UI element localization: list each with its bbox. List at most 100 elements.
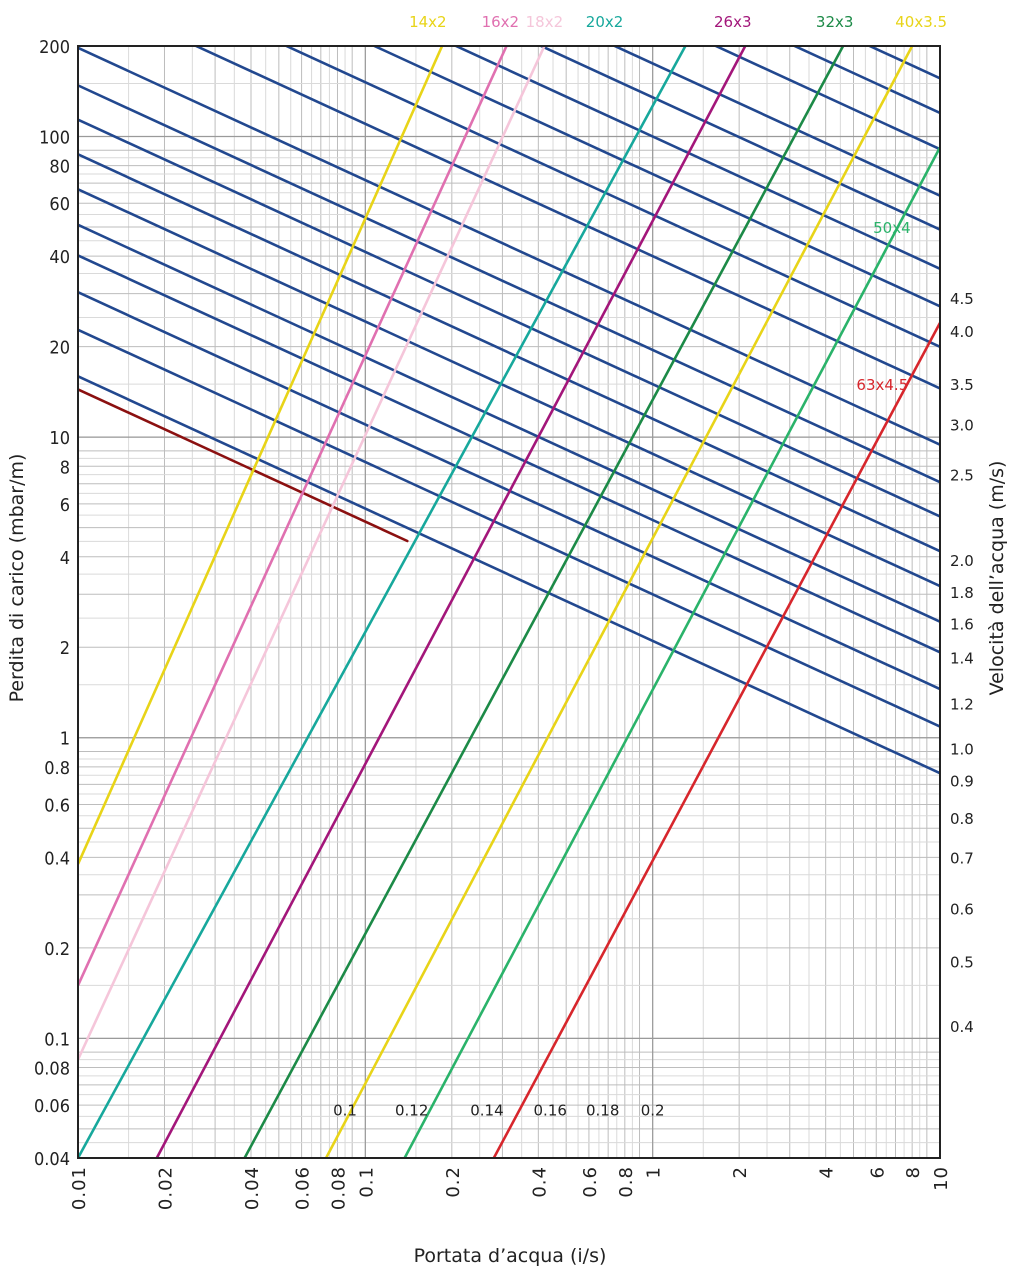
y-axis-title: Perdita di carico (mbar/m)	[6, 454, 28, 703]
y-tick-label: 0.06	[34, 1096, 70, 1117]
velocity-line	[452, 46, 940, 271]
velocity-inline-label: 0.1	[333, 1101, 357, 1119]
velocity-tick-label: 0.9	[950, 773, 974, 791]
series-line-14x2	[78, 46, 444, 865]
pipe-series-labels: 14x2 16x2 18x2 20x2 26x3 32x3 40x3.5 50x4 63x4.5	[409, 13, 947, 394]
velocity-bottom-labels: 0.1 0.12 0.14 0.16 0.18 0.2	[333, 1101, 664, 1119]
velocity-tick-label: 2.5	[950, 467, 974, 485]
x-tick-label: 0.04	[242, 1166, 263, 1210]
y-tick-label: 0.08	[34, 1059, 70, 1080]
velocity-line	[78, 118, 940, 518]
x-tick-label: 10	[931, 1166, 952, 1191]
series-label-20x2: 20x2	[586, 13, 624, 31]
velocity-inline-label: 0.12	[395, 1101, 428, 1119]
series-line-32x3	[243, 46, 845, 1158]
y-tick-label: 10	[49, 428, 70, 449]
y-tick-label: 4	[60, 548, 70, 569]
y-tick-label: 60	[49, 194, 70, 215]
x-axis-title: Portata d’acqua (i/s)	[414, 1245, 607, 1267]
velocity-line	[283, 46, 940, 349]
series-line-26x3	[155, 46, 747, 1158]
y-tick-label: 0.04	[34, 1149, 70, 1170]
series-label-14x2: 14x2	[409, 13, 447, 31]
x-tick-label: 6	[867, 1166, 888, 1178]
series-label-40x3.5: 40x3.5	[895, 13, 947, 31]
x-tick-label: 2	[730, 1166, 751, 1178]
x-tick-label: 0.02	[155, 1166, 176, 1210]
velocity-line	[78, 187, 940, 588]
velocity-tick-label: 1.8	[950, 584, 974, 602]
x-tick-labels: 0.01 0.02 0.04 0.06 0.08 0.1 0.2 0.4 0.6 0.8 1 2 4 6 8…	[69, 1166, 952, 1210]
velocity-tick-label: 0.6	[950, 901, 974, 919]
series-line-20x2	[78, 46, 687, 1158]
major-grid	[78, 46, 940, 1158]
velocity-line	[538, 46, 940, 231]
velocity-inline-label: 0.2	[641, 1101, 665, 1119]
y-tick-label: 0.4	[44, 848, 70, 869]
velocity-tick-label: 0.4	[950, 1018, 974, 1036]
velocity-line	[78, 46, 940, 446]
x-tick-label: 0.06	[293, 1166, 314, 1210]
y-tick-label: 6	[60, 495, 70, 516]
y-tick-label: 20	[49, 338, 70, 359]
velocity-tick-label: 0.7	[950, 849, 974, 867]
velocity-tick-label: 1.4	[950, 649, 974, 667]
y-tick-label: 0.1	[44, 1029, 70, 1050]
velocity-line	[78, 0, 940, 7]
y-tick-label: 0.6	[44, 795, 70, 816]
y-tick-label: 8	[60, 457, 70, 478]
y-tick-label: 1	[60, 729, 70, 750]
velocity-inline-label: 0.16	[534, 1101, 567, 1119]
velocity-line	[78, 153, 940, 553]
velocity-line	[866, 46, 940, 80]
x-tick-label: 0.08	[328, 1166, 349, 1210]
series-line-63x4.5	[492, 322, 940, 1158]
velocity-tick-label: 0.5	[950, 954, 974, 972]
x-tick-label: 0.8	[616, 1166, 637, 1198]
y-tick-label: 0.2	[44, 939, 70, 960]
velocity-tick-label: 1.0	[950, 741, 974, 759]
y2-axis-title: Velocità dell’acqua (m/s)	[986, 461, 1008, 696]
velocity-lines	[78, 0, 940, 775]
series-label-16x2: 16x2	[482, 13, 520, 31]
velocity-tick-label: 3.5	[950, 376, 974, 394]
plot-frame	[77, 45, 941, 1159]
velocity-tick-label: 4.5	[950, 290, 974, 308]
velocity-line	[611, 46, 940, 198]
series-label-63x4.5: 63x4.5	[856, 376, 908, 394]
series-line-50x4	[403, 146, 940, 1158]
x-tick-label: 1	[644, 1166, 665, 1178]
velocity-line	[371, 46, 940, 308]
velocity-line	[193, 46, 940, 390]
y-tick-label: 80	[49, 157, 70, 178]
velocity-tick-label: 1.2	[950, 695, 974, 713]
velocity-line	[78, 254, 940, 654]
x-tick-label: 0.1	[356, 1166, 377, 1198]
velocity-tick-label: 3.0	[950, 417, 974, 435]
velocity-inline-label: 0.18	[586, 1101, 619, 1119]
series-label-32x3: 32x3	[816, 13, 854, 31]
x-tick-label: 0.2	[443, 1166, 464, 1198]
y-tick-label: 2	[60, 638, 70, 659]
velocity-inline-label: 0.14	[470, 1101, 503, 1119]
y-tick-label: 40	[49, 247, 70, 268]
x-tick-label: 0.6	[580, 1166, 601, 1198]
series-label-26x3: 26x3	[714, 13, 752, 31]
velocity-line	[712, 46, 940, 151]
y-tick-label: 100	[39, 127, 70, 148]
series-label-50x4: 50x4	[873, 219, 911, 237]
velocity-line	[78, 223, 940, 623]
velocity-line	[78, 388, 409, 543]
y-tick-label: 0.8	[44, 758, 70, 779]
x-tick-label: 0.4	[529, 1166, 550, 1198]
x-tick-label: 0.01	[69, 1166, 90, 1210]
series-line-18x2	[78, 46, 546, 1061]
velocity-tick-label: 0.8	[950, 810, 974, 828]
x-tick-label: 4	[817, 1166, 838, 1178]
velocity-tick-labels: 4.5 4.0 3.5 3.0 2.5 2.0 1.8 1.6 1.4 1.2 1.0 0.9 0.8 0…	[950, 290, 974, 1036]
x-tick-label: 8	[903, 1166, 924, 1178]
velocity-line	[78, 375, 940, 775]
series-line-40x3.5	[324, 46, 914, 1158]
velocity-tick-label: 1.6	[950, 615, 974, 633]
